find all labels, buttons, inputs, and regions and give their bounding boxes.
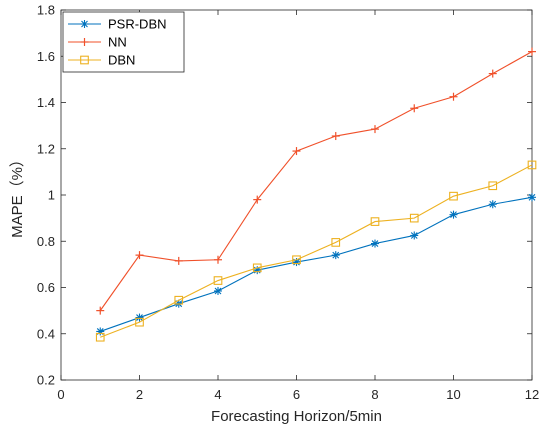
data-point-nn: [528, 47, 536, 56]
marker-square: [174, 295, 184, 305]
series-nn: [96, 47, 536, 315]
marker-square: [527, 160, 537, 170]
data-point-dbn: [213, 276, 223, 285]
series-group: [95, 47, 537, 342]
y-tick-label: 0.6: [37, 280, 55, 295]
x-tick-label: 10: [446, 387, 460, 402]
data-point-psr-dbn: [96, 327, 105, 336]
legend: PSR-DBN NN DBN: [62, 11, 185, 73]
y-tick-label: 1.6: [37, 49, 55, 64]
marker-stroke: [450, 211, 457, 219]
data-point-nn: [253, 195, 262, 204]
data-point-nn: [449, 92, 458, 101]
data-point-dbn: [409, 213, 419, 223]
legend-label: PSR-DBN: [108, 17, 167, 32]
data-point-nn: [371, 125, 379, 134]
marker-stroke: [489, 200, 497, 208]
marker-square: [252, 263, 262, 273]
data-point-dbn: [331, 238, 341, 247]
x-axis-label: Forecasting Horizon/5min: [211, 408, 382, 425]
y-tick-label: 0.2: [37, 373, 55, 388]
x-tick-label: 0: [57, 387, 64, 402]
series-psr-dbn: [96, 193, 536, 336]
y-axis-label: MAPE（%）: [9, 152, 26, 238]
data-point-nn: [96, 306, 105, 315]
data-point-psr-dbn: [135, 313, 144, 322]
x-tick-label: 2: [136, 387, 143, 402]
series-dbn: [95, 160, 537, 342]
series-line-psr-dbn: [100, 196, 533, 332]
marker-square: [80, 55, 89, 65]
data-point-psr-dbn: [488, 200, 497, 209]
data-point-dbn: [174, 295, 184, 305]
legend-label: DBN: [108, 53, 135, 68]
marker-stroke: [136, 314, 143, 321]
data-point-dbn: [488, 181, 498, 191]
x-tick-label: 6: [293, 387, 300, 402]
marker-stroke: [528, 193, 536, 201]
data-point-psr-dbn: [331, 251, 340, 260]
legend-item-psr-dbn: PSR-DBN: [68, 17, 167, 32]
x-tick-label: 4: [214, 387, 221, 402]
marker-square: [135, 317, 144, 327]
data-point-nn: [135, 251, 144, 260]
y-tick-label: 1.4: [37, 95, 55, 110]
marker-stroke: [214, 287, 222, 295]
series-line-dbn: [100, 164, 533, 338]
x-tick-label: 12: [525, 387, 539, 402]
marker-square: [213, 276, 223, 285]
x-tick-label: 8: [371, 387, 378, 402]
marker-square: [292, 255, 301, 265]
data-point-psr-dbn: [214, 286, 222, 295]
data-point-psr-dbn: [410, 231, 419, 240]
data-point-dbn: [527, 160, 537, 170]
data-point-nn: [488, 69, 497, 78]
marker-square: [449, 191, 458, 201]
marker-square: [409, 213, 419, 223]
legend-item-nn: NN: [68, 35, 127, 50]
data-point-nn: [410, 104, 419, 113]
y-tick-label: 1.8: [37, 3, 55, 18]
data-point-nn: [331, 132, 340, 141]
data-point-psr-dbn: [371, 239, 379, 248]
data-point-psr-dbn: [449, 210, 458, 219]
series-line-nn: [99, 51, 533, 311]
y-tick-label: 0.8: [37, 234, 55, 249]
marker-stroke: [371, 240, 379, 247]
data-point-psr-dbn: [528, 193, 536, 202]
data-point-nn: [174, 256, 183, 265]
legend-marker: [80, 38, 89, 46]
data-point-dbn: [292, 255, 301, 265]
y-tick-label: 1.2: [37, 141, 55, 156]
data-point-dbn: [252, 263, 262, 273]
data-point-nn: [214, 255, 222, 264]
data-point-dbn: [370, 217, 380, 226]
marker-square: [331, 238, 341, 247]
legend-label: NN: [108, 35, 127, 50]
y-tick-label: 0.4: [37, 326, 55, 341]
data-point-dbn: [95, 332, 105, 342]
marker-square: [95, 332, 105, 342]
marker-stroke: [332, 251, 340, 259]
legend-item-dbn: DBN: [68, 53, 135, 68]
data-point-dbn: [135, 317, 144, 327]
legend-marker: [80, 20, 89, 28]
marker-square: [488, 181, 498, 191]
y-tick-label: 1: [48, 188, 55, 203]
marker-stroke: [81, 20, 88, 28]
marker-square: [370, 217, 380, 226]
data-point-nn: [292, 147, 301, 156]
marker-stroke: [410, 232, 418, 239]
legend-marker: [80, 55, 89, 65]
axes: 0 2 4 6 8 10 12 0.2 0.4 0.6 0.8 1 1.2 1.4 1.6 1.8: [37, 3, 539, 403]
data-point-dbn: [449, 191, 458, 201]
